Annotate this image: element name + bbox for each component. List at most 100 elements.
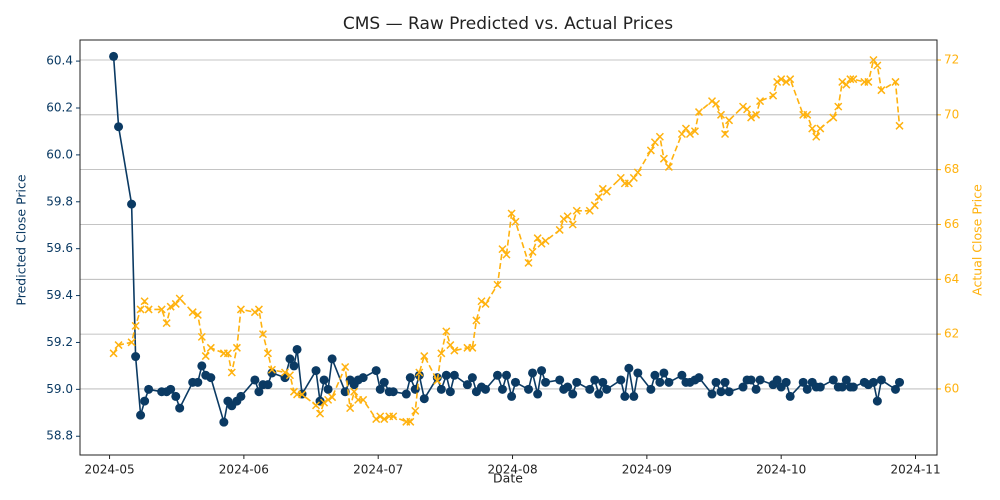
point-marker — [846, 75, 855, 84]
y2-tick-label: 60 — [944, 381, 959, 395]
point-marker — [254, 387, 264, 397]
point-marker — [616, 173, 625, 182]
y-tick-label: 59.8 — [46, 194, 73, 208]
x-tick-label: 2024-09 — [622, 463, 672, 477]
point-marker — [449, 370, 459, 380]
point-marker — [254, 305, 263, 314]
x-tick-label: 2024-06 — [219, 463, 269, 477]
point-marker — [781, 377, 791, 387]
point-marker — [166, 384, 176, 394]
point-marker — [327, 354, 337, 364]
point-marker — [267, 368, 277, 378]
point-marker — [232, 343, 241, 352]
point-marker — [677, 129, 686, 139]
point-marker — [677, 370, 687, 380]
point-marker — [690, 127, 699, 136]
point-marker — [756, 97, 765, 106]
y2-axis-label: Actual Close Price — [970, 184, 985, 296]
point-marker — [468, 343, 477, 352]
point-marker — [842, 80, 851, 89]
point-marker — [289, 361, 299, 371]
point-marker — [524, 384, 534, 394]
point-marker — [311, 366, 321, 376]
point-marker — [320, 398, 329, 407]
point-marker — [263, 349, 272, 358]
point-marker — [114, 122, 124, 132]
point-marker — [659, 154, 668, 163]
y2-tick-label: 66 — [944, 217, 959, 231]
point-marker — [537, 239, 546, 248]
point-marker — [752, 110, 761, 119]
point-marker — [743, 105, 752, 114]
point-marker — [358, 373, 368, 383]
point-marker — [877, 86, 886, 95]
point-marker — [477, 297, 486, 306]
point-marker — [201, 352, 210, 361]
point-marker — [445, 387, 455, 397]
point-marker — [873, 61, 882, 70]
point-marker — [144, 305, 153, 314]
point-marker — [786, 75, 795, 84]
point-marker — [707, 389, 717, 399]
point-marker — [629, 391, 639, 401]
point-marker — [267, 365, 276, 374]
point-marker — [436, 384, 446, 394]
y-tick-label: 59.2 — [46, 335, 73, 349]
point-marker — [724, 387, 734, 397]
point-marker — [585, 384, 595, 394]
point-marker — [236, 391, 246, 401]
point-marker — [849, 75, 858, 84]
point-marker — [802, 384, 812, 394]
point-marker — [620, 391, 630, 401]
y-tick-label: 60.4 — [46, 54, 73, 68]
point-marker — [359, 395, 368, 404]
point-marker — [891, 77, 900, 86]
point-marker — [872, 396, 882, 406]
point-marker — [555, 225, 564, 234]
point-marker — [197, 332, 206, 341]
point-marker — [555, 375, 565, 385]
point-marker — [876, 375, 886, 385]
point-marker — [319, 375, 329, 385]
point-marker — [219, 417, 229, 427]
point-marker — [711, 377, 721, 387]
point-marker — [285, 354, 295, 364]
x-axis-label: Date — [493, 471, 523, 486]
point-marker — [528, 368, 538, 378]
point-marker — [250, 375, 260, 385]
point-marker — [175, 403, 185, 413]
point-marker — [782, 77, 791, 86]
chart-title: CMS — Raw Predicted vs. Actual Prices — [343, 14, 673, 34]
point-marker — [493, 280, 502, 289]
point-marker — [323, 384, 333, 394]
plot-frame — [79, 39, 938, 456]
point-marker — [175, 294, 184, 303]
point-marker — [815, 382, 825, 392]
point-marker — [379, 377, 389, 387]
point-marker — [533, 234, 542, 243]
point-marker — [707, 97, 717, 106]
y-axis-label: Predicted Close Price — [14, 174, 29, 305]
point-marker — [633, 168, 642, 177]
point-marker — [602, 187, 611, 196]
point-marker — [350, 387, 359, 396]
point-marker — [685, 129, 695, 139]
point-marker — [694, 108, 704, 117]
point-marker — [481, 384, 491, 394]
point-marker — [528, 247, 537, 256]
point-marker — [598, 377, 608, 387]
point-marker — [388, 387, 398, 397]
point-marker — [537, 366, 547, 376]
point-marker — [777, 75, 786, 84]
point-marker — [376, 412, 385, 421]
x-tick-label: 2024-05 — [84, 463, 134, 477]
point-marker — [223, 349, 232, 358]
point-marker — [869, 55, 878, 65]
point-marker — [131, 352, 141, 362]
point-marker — [895, 377, 905, 387]
point-marker — [328, 393, 337, 402]
point-marker — [420, 352, 429, 361]
point-marker — [193, 377, 203, 387]
point-marker — [738, 382, 748, 392]
point-marker — [492, 370, 502, 380]
